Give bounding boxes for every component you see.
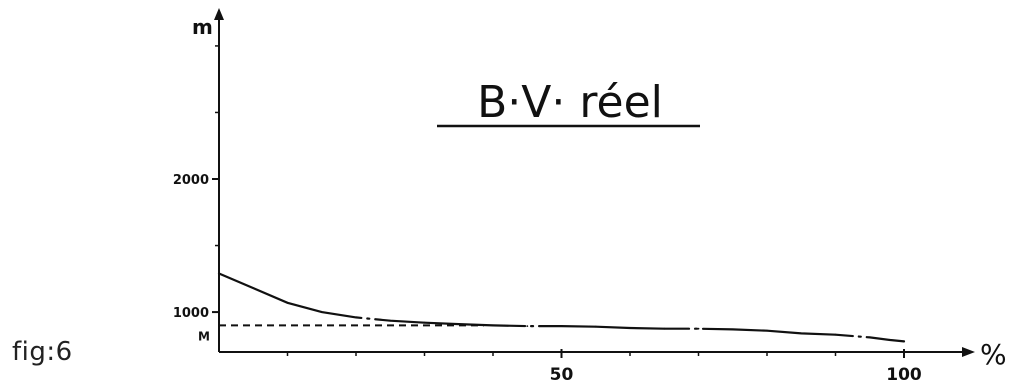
series-point-9 <box>526 325 529 327</box>
series-group <box>217 272 906 343</box>
series-point-6 <box>423 321 426 324</box>
x-tick-label-100: 100 <box>886 365 922 385</box>
series-point-14 <box>697 327 700 330</box>
x-axis-arrow <box>962 347 975 357</box>
series-point-16 <box>766 329 768 332</box>
x-axis-label: % <box>980 338 1007 371</box>
series-point-11 <box>594 325 597 328</box>
axes <box>214 8 975 357</box>
mean-line-label: M <box>198 329 210 343</box>
series-point-8 <box>492 324 494 327</box>
series-point-19 <box>868 336 871 339</box>
series-point-3 <box>320 311 323 313</box>
series-point-13 <box>663 327 666 330</box>
figure-label: fig:6 <box>12 337 73 367</box>
series-point-4 <box>355 316 357 319</box>
series-point-17 <box>800 332 803 335</box>
titles: m% B·V· réel <box>192 15 1007 371</box>
chart-title: B·V· réel <box>477 77 663 128</box>
series-point-15 <box>731 328 734 331</box>
series-point-12 <box>629 327 631 329</box>
series-point-18 <box>834 333 837 336</box>
series-point-7 <box>457 323 460 325</box>
series-line <box>217 272 906 343</box>
ticks: 1000 2000 50 100 M <box>173 45 922 385</box>
series-point-1 <box>252 287 255 289</box>
series-point-2 <box>286 301 289 304</box>
y-tick-label-1000: 1000 <box>173 306 209 321</box>
x-tick-label-50: 50 <box>550 365 574 385</box>
series-point-0 <box>218 272 220 275</box>
series-point-10 <box>560 325 563 327</box>
series-point-5 <box>389 319 392 322</box>
y-axis-arrow <box>214 8 224 20</box>
y-tick-label-2000: 2000 <box>173 173 209 188</box>
series-point-20 <box>889 339 892 341</box>
y-axis-label: m <box>192 15 213 39</box>
series-point-21 <box>903 340 905 343</box>
